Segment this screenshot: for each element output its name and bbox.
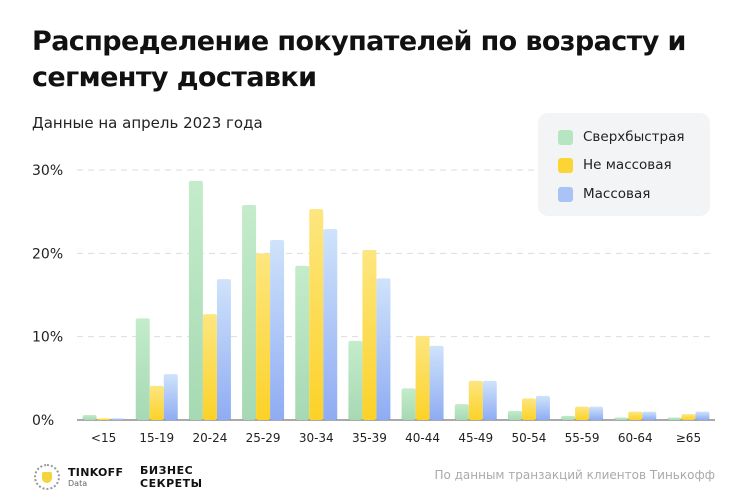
bar-<15-1 xyxy=(96,418,111,420)
y-tick-label: 20% xyxy=(32,246,63,262)
bar-45-49-2 xyxy=(482,380,497,420)
legend-swatch xyxy=(558,157,573,173)
brand2-line2: СЕКРЕТЫ xyxy=(140,477,203,490)
legend: Сверхбыстрая Не массовая Массовая xyxy=(538,113,710,216)
bar-<15-0 xyxy=(82,415,97,420)
bar-35-39-1 xyxy=(362,250,377,420)
tinkoff-shield-icon xyxy=(34,464,60,490)
x-tick-label: 20-24 xyxy=(192,431,227,445)
bar-50-54-1 xyxy=(521,398,536,420)
bar-50-54-0 xyxy=(507,410,522,420)
tinkoff-data-logo: TINKOFF Data xyxy=(34,464,123,490)
bar-20-24-2 xyxy=(216,279,231,420)
bar-20-24-1 xyxy=(202,314,217,420)
legend-label: Сверхбыстрая xyxy=(583,129,685,145)
legend-label: Массовая xyxy=(583,186,651,202)
bar-≥65-0 xyxy=(667,417,682,420)
x-tick-label: 40-44 xyxy=(405,431,440,445)
x-tick-label: <15 xyxy=(91,431,116,445)
x-tick-label: 45-49 xyxy=(458,431,493,445)
legend-item-mass: Массовая xyxy=(558,186,650,202)
bar-60-64-2 xyxy=(642,411,657,420)
brand-sub: Data xyxy=(68,479,88,488)
business-secrets-logo: БИЗНЕС СЕКРЕТЫ xyxy=(140,464,203,490)
bar-25-29-2 xyxy=(270,240,285,420)
bar-≥65-2 xyxy=(695,411,710,420)
bar-25-29-0 xyxy=(242,205,257,420)
bar-45-49-1 xyxy=(468,380,483,420)
legend-item-superfast: Сверхбыстрая xyxy=(558,129,684,145)
y-tick-label: 0% xyxy=(32,413,54,429)
legend-swatch xyxy=(558,129,573,145)
bar-35-39-2 xyxy=(376,278,391,420)
brand2-line1: БИЗНЕС xyxy=(140,464,194,477)
bar-40-44-0 xyxy=(401,388,416,420)
bar-60-64-1 xyxy=(628,411,643,420)
bar-≥65-1 xyxy=(681,414,696,420)
bar-30-34-0 xyxy=(295,265,310,420)
bar-20-24-0 xyxy=(188,180,203,420)
x-tick-label: 25-29 xyxy=(246,431,281,445)
page-title: Распределение покупателей по возрасту и … xyxy=(32,26,686,93)
y-tick-label: 30% xyxy=(32,163,63,179)
bar-40-44-2 xyxy=(429,345,444,420)
bar-45-49-0 xyxy=(454,404,469,420)
bar-55-59-2 xyxy=(589,406,604,420)
bar-<15-2 xyxy=(110,418,125,420)
x-tick-label: 15-19 xyxy=(139,431,174,445)
bar-30-34-2 xyxy=(323,229,338,420)
bar-25-29-1 xyxy=(256,253,271,420)
bar-55-59-1 xyxy=(575,406,590,420)
legend-swatch xyxy=(558,186,573,202)
x-tick-label: 50-54 xyxy=(511,431,546,445)
bar-55-59-0 xyxy=(561,415,576,420)
bar-15-19-1 xyxy=(149,385,164,420)
bar-40-44-1 xyxy=(415,335,430,420)
x-tick-label: 30-34 xyxy=(299,431,334,445)
bar-15-19-0 xyxy=(135,318,150,420)
bar-30-34-1 xyxy=(309,209,324,420)
bar-15-19-2 xyxy=(163,374,178,420)
x-tick-label: 35-39 xyxy=(352,431,387,445)
legend-label: Не массовая xyxy=(583,157,672,173)
chart-subtitle: Данные на апрель 2023 года xyxy=(32,114,263,132)
x-tick-label: 60-64 xyxy=(618,431,653,445)
bar-60-64-0 xyxy=(614,417,629,420)
x-tick-label: 55-59 xyxy=(565,431,600,445)
y-tick-label: 10% xyxy=(32,330,63,346)
brand-name: TINKOFF xyxy=(68,466,124,479)
bar-35-39-0 xyxy=(348,340,363,420)
legend-item-nonmass: Не массовая xyxy=(558,157,672,173)
bar-50-54-2 xyxy=(535,395,550,420)
source-note: По данным транзакций клиентов Тинькофф xyxy=(434,468,715,482)
x-tick-label: ≥65 xyxy=(676,431,701,445)
